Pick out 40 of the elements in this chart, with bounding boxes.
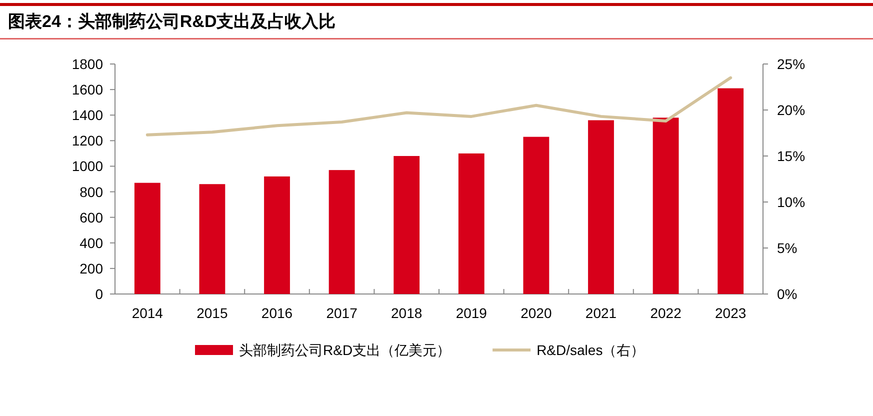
bar [328, 170, 355, 294]
x-tick-label: 2016 [261, 305, 293, 321]
chart-title: 图表24：头部制药公司R&D支出及占收入比 [8, 12, 336, 31]
y-tick-label: 1800 [72, 56, 104, 72]
y-tick-label: 1400 [72, 107, 104, 124]
y2-tick-label: 0% [777, 286, 798, 302]
y-tick-label: 1000 [72, 158, 104, 174]
x-tick-label: 2019 [456, 305, 488, 321]
x-tick-label: 2017 [326, 305, 358, 321]
y2-tick-label: 25% [777, 56, 806, 72]
y-tick-label: 0 [95, 286, 104, 302]
y2-tick-label: 10% [777, 194, 806, 210]
bar [523, 136, 550, 294]
bar [458, 153, 484, 294]
x-tick-label: 2014 [132, 305, 164, 321]
bar [652, 118, 679, 294]
y-tick-label: 1600 [72, 82, 104, 98]
bar [394, 156, 420, 294]
y2-tick-label: 15% [777, 148, 806, 164]
y-tick-label: 1200 [72, 132, 104, 149]
y-tick-label: 200 [80, 260, 104, 276]
y2-tick-label: 5% [777, 240, 798, 256]
x-tick-label: 2022 [650, 305, 682, 321]
bar [134, 182, 160, 294]
y-tick-label: 400 [80, 234, 104, 251]
bar [718, 88, 744, 294]
y2-tick-label: 20% [777, 102, 806, 118]
x-tick-label: 2020 [520, 305, 552, 321]
bar [588, 120, 614, 294]
bar [264, 176, 290, 294]
x-tick-label: 2023 [715, 305, 746, 321]
bar [199, 184, 226, 294]
x-tick-label: 2015 [196, 305, 228, 321]
y-tick-label: 600 [80, 209, 104, 226]
y-tick-label: 800 [80, 184, 104, 200]
legend-label: 头部制药公司R&D支出（亿美元） [239, 342, 451, 358]
line-series [146, 76, 732, 136]
legend-label: R&D/sales（右） [536, 342, 645, 358]
x-tick-label: 2021 [585, 305, 617, 321]
x-tick-label: 2018 [391, 305, 422, 321]
